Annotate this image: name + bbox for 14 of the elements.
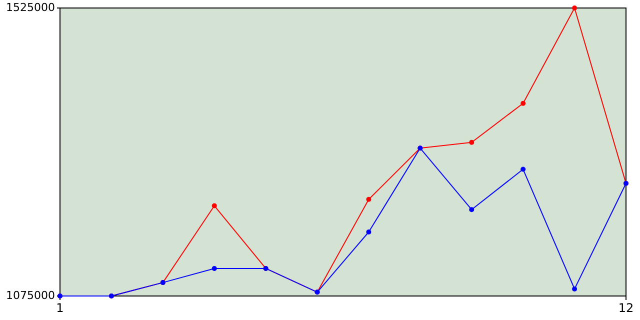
point (572, 6, 578, 10)
y-tick-label: 1525000 (6, 1, 55, 14)
point (572, 286, 578, 292)
point (212, 203, 217, 208)
point (366, 196, 372, 202)
point (469, 140, 474, 145)
y-tick-label: 1075000 (6, 289, 55, 302)
point (366, 230, 372, 234)
x-tick-label: 12 (618, 301, 634, 315)
point (212, 266, 217, 271)
point (520, 100, 526, 106)
x-tick-label: 1 (56, 301, 64, 315)
point (520, 166, 526, 172)
point (469, 207, 474, 212)
